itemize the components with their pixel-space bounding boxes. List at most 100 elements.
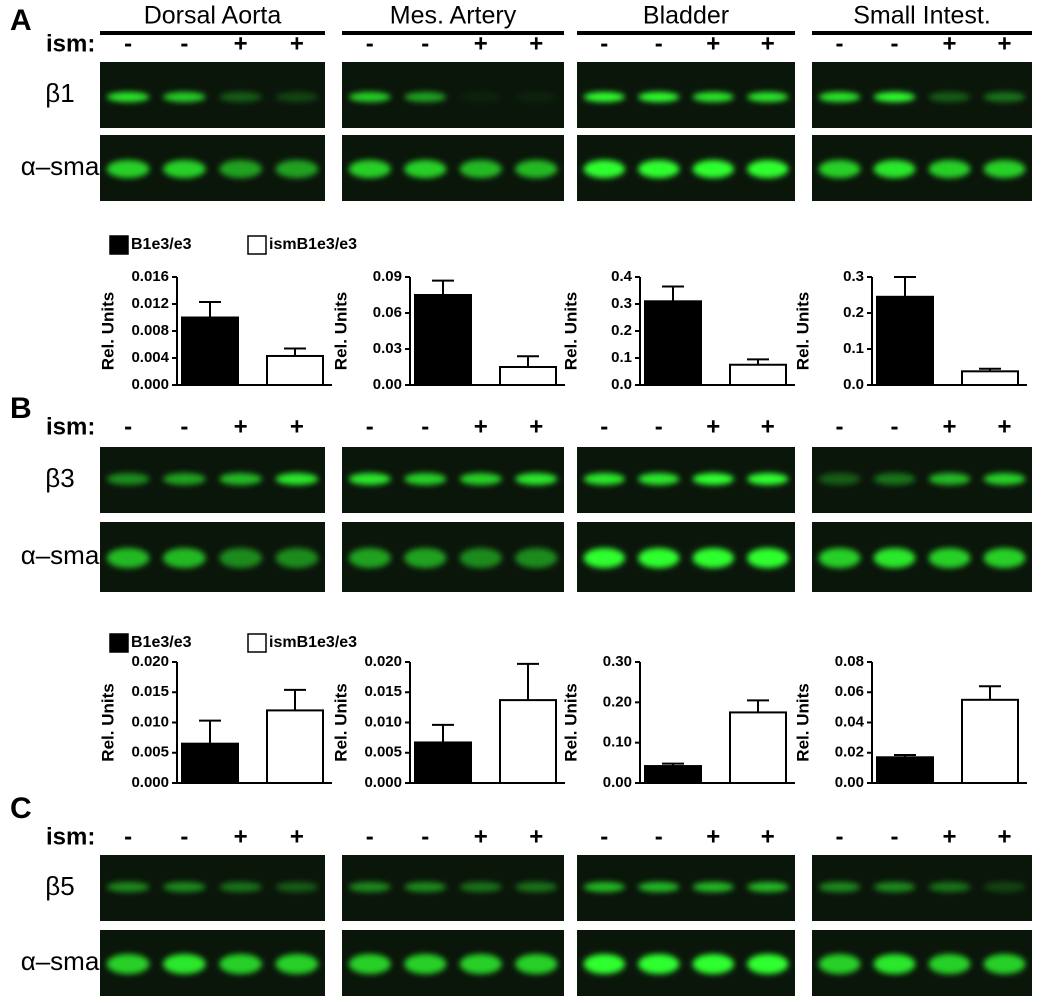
blot — [577, 930, 795, 996]
blot-band — [459, 882, 502, 892]
blot-band — [404, 160, 447, 178]
blot-band — [638, 92, 680, 102]
bar — [414, 294, 472, 386]
y-tick-label: 0.2 — [843, 304, 864, 321]
blot — [812, 62, 1032, 128]
y-tick-label: 0.3 — [611, 295, 632, 312]
blot-band — [583, 882, 625, 892]
y-tick-label: 0.008 — [131, 322, 169, 339]
lane-sign: - — [421, 823, 429, 850]
blot-band — [692, 548, 734, 568]
error-bar — [979, 685, 1001, 700]
blot-band — [275, 882, 319, 892]
blot-band — [983, 954, 1026, 974]
blot-band — [219, 548, 262, 568]
error-bar — [199, 719, 221, 744]
blot-label: β3 — [45, 463, 74, 493]
bar — [961, 698, 1019, 784]
lane-sign: - — [180, 823, 188, 850]
blot-band — [515, 92, 558, 102]
blot-band — [106, 882, 150, 892]
y-tick-label: 0.2 — [611, 322, 632, 339]
y-axis-label: Rel. Units — [98, 683, 117, 761]
legend-swatch — [109, 633, 129, 653]
blot-band — [459, 160, 502, 178]
blot-band — [106, 160, 150, 178]
blot-band — [404, 882, 447, 892]
bar — [876, 295, 934, 386]
lane-sign: + — [761, 413, 775, 440]
blot-band — [873, 954, 916, 974]
lane-sign: + — [942, 413, 956, 440]
blot-band — [747, 160, 789, 178]
blot — [342, 855, 564, 921]
lane-sign: + — [761, 823, 775, 850]
y-axis-label: Rel. Units — [331, 683, 350, 761]
blot-band — [583, 160, 625, 178]
lane-sign: - — [366, 823, 374, 850]
y-axis-label: Rel. Units — [793, 292, 812, 370]
lane-sign: + — [706, 413, 720, 440]
y-tick-label: 0.010 — [131, 713, 169, 730]
blot-band — [873, 160, 916, 178]
blot-band — [928, 160, 971, 178]
tissue-header: Dorsal Aorta — [144, 2, 282, 30]
blot-band — [638, 882, 680, 892]
lane-sign: - — [655, 823, 663, 850]
blot-band — [638, 548, 680, 568]
blot-band — [928, 473, 971, 485]
y-tick-label: 0.30 — [603, 653, 632, 670]
blot-label: α–sma — [21, 946, 100, 976]
error-bar — [662, 285, 684, 302]
y-tick-label: 0.04 — [835, 713, 865, 730]
lane-sign: - — [124, 413, 132, 440]
blot-band — [459, 92, 502, 102]
error-bar — [662, 762, 684, 767]
blot-band — [983, 882, 1026, 892]
blot-band — [348, 473, 391, 485]
lane-sign: + — [234, 413, 248, 440]
blot-band — [692, 160, 734, 178]
blot-band — [275, 92, 319, 102]
blot-band — [348, 954, 391, 974]
lane-sign: - — [655, 413, 663, 440]
legend-label: B1e3/e3 — [131, 634, 192, 651]
blot-band — [983, 473, 1026, 485]
blot-band — [928, 548, 971, 568]
lane-sign: + — [706, 30, 720, 57]
blot-label: α–sma — [21, 151, 100, 181]
lane-sign: - — [891, 30, 899, 57]
lane-sign: + — [290, 823, 304, 850]
lane-sign: - — [655, 30, 663, 57]
blot — [100, 522, 325, 592]
legend-swatch — [109, 235, 129, 255]
blot-band — [404, 473, 447, 485]
blot-band — [459, 548, 502, 568]
blot — [342, 62, 564, 128]
y-tick-label: 0.10 — [603, 734, 632, 751]
blot-band — [404, 92, 447, 102]
lane-sign: + — [234, 30, 248, 57]
blot — [577, 447, 795, 513]
y-tick-label: 0.010 — [364, 713, 402, 730]
lane-sign: + — [997, 823, 1011, 850]
blot-band — [873, 473, 916, 485]
blot-band — [873, 882, 916, 892]
bar — [961, 370, 1019, 387]
blot — [812, 522, 1032, 592]
lane-sign: - — [180, 30, 188, 57]
blot-band — [515, 160, 558, 178]
lane-sign: - — [124, 30, 132, 57]
lane-sign: - — [366, 413, 374, 440]
blot — [342, 135, 564, 201]
bar — [729, 711, 787, 785]
lane-sign: + — [234, 823, 248, 850]
y-tick-label: 0.016 — [131, 268, 169, 285]
blot — [812, 855, 1032, 921]
lane-sign: + — [529, 30, 543, 57]
lane-sign: + — [290, 30, 304, 57]
tissue-header: Small Intest. — [853, 2, 991, 30]
lane-sign: - — [891, 413, 899, 440]
lane-sign: - — [600, 413, 608, 440]
tissue-header: Bladder — [643, 2, 729, 30]
